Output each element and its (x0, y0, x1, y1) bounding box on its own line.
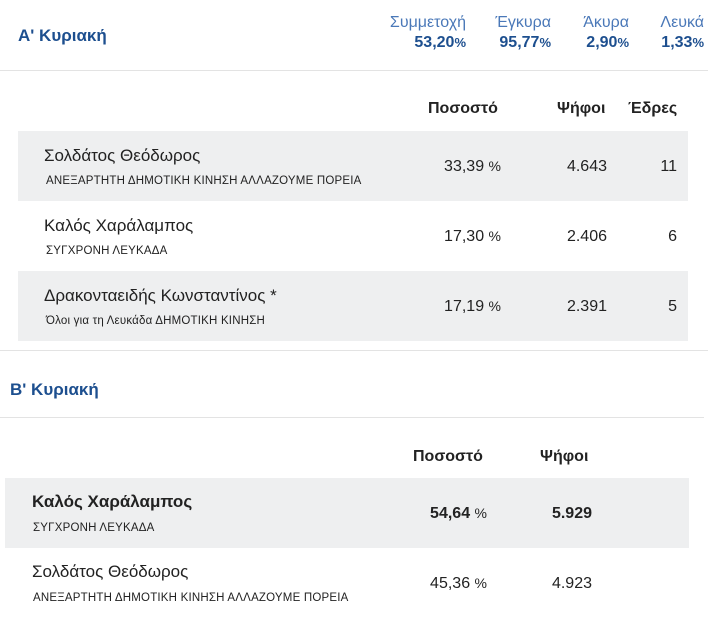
votes-value: 4.643 (566, 158, 607, 175)
candidate-name: Δρακονταειδής Κωνσταντίνος * (44, 286, 277, 305)
stat-blank: Λευκά 1,33% (660, 14, 704, 52)
stat-invalid-value: 2,90% (586, 34, 629, 51)
header-divider (0, 417, 704, 418)
party-name: ΑΝΕΞΑΡΤΗΤΗ ΔΗΜΟΤΙΚΗ ΚΙΝΗΣΗ ΑΛΛΑΖΟΥΜΕ ΠΟΡ… (33, 592, 349, 604)
table-row: Καλός Χαράλαμπος ΣΥΓΧΡΟΝΗ ΛΕΥΚΑΔΑ 54,64 … (5, 478, 689, 548)
stat-blank-value: 1,33% (661, 34, 704, 51)
round-b-col-percent: Ποσοστό (413, 448, 483, 465)
stat-invalid: Άκυρα 2,90% (583, 14, 629, 52)
party-name: ΣΥΓΧΡΟΝΗ ΛΕΥΚΑΔΑ (33, 522, 155, 534)
stat-valid-value: 95,77% (499, 34, 551, 51)
candidate-name: Σολδάτος Θεόδωρος (44, 146, 201, 165)
percent-value: 17,30 % (444, 228, 501, 245)
round-a-title: Α' Κυριακή (18, 26, 107, 45)
stat-turnout-label: Συμμετοχή (389, 14, 466, 31)
votes-value: 2.391 (566, 298, 607, 315)
stat-valid-label: Έγκυρα (495, 14, 551, 31)
round-a-col-votes: Ψήφοι (557, 100, 606, 117)
party-name: ΑΝΕΞΑΡΤΗΤΗ ΔΗΜΟΤΙΚΗ ΚΙΝΗΣΗ ΑΛΛΑΖΟΥΜΕ ΠΟΡ… (46, 175, 362, 187)
votes-value: 5.929 (551, 505, 592, 522)
stat-turnout-value: 53,20% (414, 34, 466, 51)
percent-value: 54,64 % (430, 505, 487, 522)
section-divider (0, 350, 708, 351)
stat-invalid-label: Άκυρα (583, 14, 629, 31)
seats-value: 11 (660, 158, 677, 175)
percent-value: 17,19 % (444, 298, 501, 315)
seats-value: 6 (668, 228, 677, 245)
table-row: Καλός Χαράλαμπος ΣΥΓΧΡΟΝΗ ΛΕΥΚΑΔΑ 17,30 … (18, 201, 688, 271)
stat-blank-label: Λευκά (660, 14, 704, 31)
candidate-name: Σολδάτος Θεόδωρος (32, 562, 189, 581)
round-a-col-percent: Ποσοστό (428, 100, 498, 117)
votes-value: 2.406 (566, 228, 607, 245)
party-name: Όλοι για τη Λευκάδα ΔΗΜΟΤΙΚΗ ΚΙΝΗΣΗ (46, 315, 266, 327)
percent-value: 33,39 % (444, 158, 501, 175)
table-row: Σολδάτος Θεόδωρος ΑΝΕΞΑΡΤΗΤΗ ΔΗΜΟΤΙΚΗ ΚΙ… (5, 548, 689, 618)
candidate-name: Καλός Χαράλαμπος (44, 216, 194, 235)
round-a-header: Α' Κυριακή Συμμετοχή 53,20% Έγκυρα 95,77… (0, 0, 708, 71)
round-a-col-seats: Έδρες (628, 100, 678, 117)
percent-value: 45,36 % (430, 575, 487, 592)
party-name: ΣΥΓΧΡΟΝΗ ΛΕΥΚΑΔΑ (46, 245, 168, 257)
votes-value: 4.923 (551, 575, 592, 592)
seats-value: 5 (668, 298, 677, 315)
round-b-title: Β' Κυριακή (10, 380, 99, 399)
round-b-col-votes: Ψήφοι (540, 448, 589, 465)
stat-turnout: Συμμετοχή 53,20% (390, 14, 466, 52)
table-row: Σολδάτος Θεόδωρος ΑΝΕΞΑΡΤΗΤΗ ΔΗΜΟΤΙΚΗ ΚΙ… (18, 131, 688, 201)
table-row: Δρακονταειδής Κωνσταντίνος * Όλοι για τη… (18, 271, 688, 341)
stat-valid: Έγκυρα 95,77% (495, 14, 551, 52)
candidate-name: Καλός Χαράλαμπος (32, 492, 193, 511)
